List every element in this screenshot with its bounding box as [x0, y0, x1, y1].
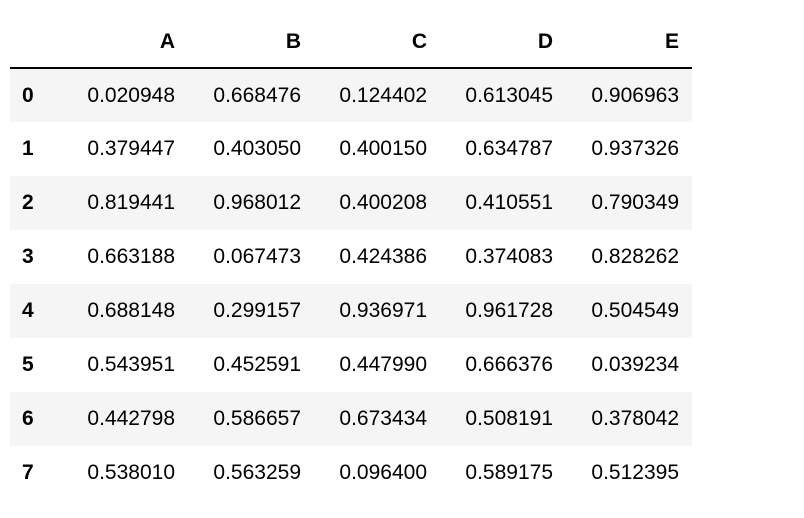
table-cell: 0.400208 — [339, 191, 427, 214]
table-cell: 0.563259 — [213, 461, 301, 484]
table-cell: 0.039234 — [591, 353, 679, 376]
table-cell: 0.442798 — [87, 407, 175, 430]
table-cell: 0.378042 — [591, 407, 679, 430]
table-cell: 0.543951 — [87, 353, 175, 376]
table-cell: 0.819441 — [87, 191, 175, 214]
column-header-a: A — [62, 16, 188, 69]
row-index: 0 — [22, 83, 34, 107]
table-cell: 0.937326 — [591, 137, 679, 160]
header-row: A B C D E — [10, 16, 692, 69]
row-index: 5 — [22, 353, 34, 376]
table-row: 3 0.663188 0.067473 0.424386 0.374083 0.… — [10, 230, 692, 284]
column-header-d: D — [440, 16, 566, 69]
table-cell: 0.666376 — [465, 353, 553, 376]
table-cell: 0.512395 — [591, 461, 679, 484]
table-cell: 0.400150 — [339, 137, 427, 160]
table-cell: 0.673434 — [339, 407, 427, 430]
table-cell: 0.452591 — [213, 353, 301, 376]
row-index: 7 — [22, 461, 34, 484]
table-row: 4 0.688148 0.299157 0.936971 0.961728 0.… — [10, 284, 692, 338]
table-cell: 0.508191 — [465, 407, 553, 430]
table-cell: 0.586657 — [213, 407, 301, 430]
dataframe-table: A B C D E 0 0.020948 0.668476 0.124402 0… — [10, 16, 692, 500]
row-index: 1 — [22, 137, 34, 160]
table-cell: 0.403050 — [213, 137, 301, 160]
table-cell: 0.589175 — [465, 461, 553, 484]
table-cell: 0.374083 — [465, 245, 553, 268]
table-row: 2 0.819441 0.968012 0.400208 0.410551 0.… — [10, 176, 692, 230]
column-header-e: E — [566, 16, 692, 69]
table-cell: 0.906963 — [591, 83, 679, 107]
index-header-cell — [10, 16, 62, 69]
table-cell: 0.961728 — [465, 299, 553, 322]
table-cell: 0.299157 — [213, 299, 301, 322]
table-cell: 0.124402 — [339, 83, 427, 107]
table-cell: 0.968012 — [213, 191, 301, 214]
table-row: 5 0.543951 0.452591 0.447990 0.666376 0.… — [10, 338, 692, 392]
table-cell: 0.410551 — [465, 191, 553, 214]
table-cell: 0.613045 — [465, 83, 553, 107]
row-index: 2 — [22, 191, 34, 214]
table-cell: 0.379447 — [87, 137, 175, 160]
table-cell: 0.634787 — [465, 137, 553, 160]
table-row: 0 0.020948 0.668476 0.124402 0.613045 0.… — [10, 68, 692, 122]
table-cell: 0.663188 — [87, 245, 175, 268]
table-cell: 0.447990 — [339, 353, 427, 376]
table-cell: 0.504549 — [591, 299, 679, 322]
table-cell: 0.668476 — [213, 83, 301, 107]
table-cell: 0.538010 — [87, 461, 175, 484]
table-cell: 0.936971 — [339, 299, 427, 322]
row-index: 4 — [22, 299, 34, 322]
table-cell: 0.096400 — [339, 461, 427, 484]
column-header-c: C — [314, 16, 440, 69]
table-cell: 0.067473 — [213, 245, 301, 268]
table-cell: 0.790349 — [591, 191, 679, 214]
table-row: 7 0.538010 0.563259 0.096400 0.589175 0.… — [10, 446, 692, 500]
dataframe-output: A B C D E 0 0.020948 0.668476 0.124402 0… — [10, 16, 692, 500]
table-row: 6 0.442798 0.586657 0.673434 0.508191 0.… — [10, 392, 692, 446]
row-index: 3 — [22, 245, 34, 268]
column-header-b: B — [188, 16, 314, 69]
table-cell: 0.020948 — [87, 83, 175, 107]
table-body: 0 0.020948 0.668476 0.124402 0.613045 0.… — [10, 68, 692, 500]
table-header: A B C D E — [10, 16, 692, 69]
row-index: 6 — [22, 407, 34, 430]
table-cell: 0.688148 — [87, 299, 175, 322]
table-cell: 0.424386 — [339, 245, 427, 268]
table-cell: 0.828262 — [591, 245, 679, 268]
table-row: 1 0.379447 0.403050 0.400150 0.634787 0.… — [10, 122, 692, 176]
